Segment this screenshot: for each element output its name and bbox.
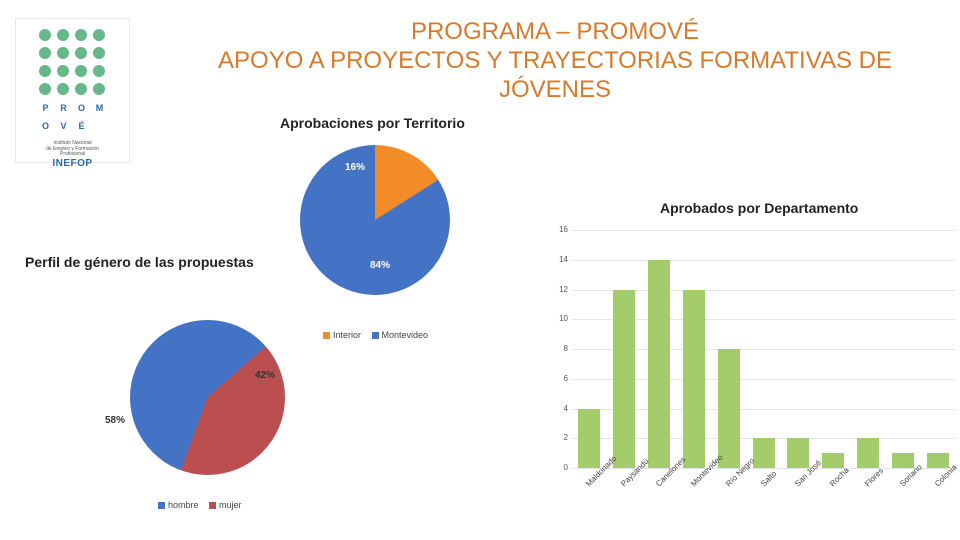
gender-slice-1-label: 58%	[105, 415, 125, 426]
bar	[683, 290, 705, 469]
bar	[753, 438, 775, 468]
bar	[857, 438, 879, 468]
bar-category: Flores	[863, 466, 885, 488]
bar	[613, 290, 635, 469]
bar-category: Salto	[759, 469, 778, 488]
bar	[927, 453, 949, 468]
territory-slice-2-label: 84%	[370, 260, 390, 271]
gender-slice-2-label: 42%	[255, 370, 275, 381]
logo-letters: PROMOVÉ	[39, 101, 107, 133]
logo-subtext: Instituto Nacional de Empleo y Formación…	[46, 141, 99, 169]
territory-pie	[300, 145, 450, 295]
bar	[787, 438, 809, 468]
gender-title: Perfil de género de las propuestas	[25, 254, 254, 270]
logo-brand: INEFOP	[46, 158, 99, 169]
gender-pie	[130, 320, 285, 475]
gender-legend: hombre mujer	[150, 500, 242, 510]
bar	[892, 453, 914, 468]
territory-legend: Interior Montevideo	[315, 330, 428, 340]
bar	[822, 453, 844, 468]
logo-dots	[39, 29, 107, 97]
bar	[718, 349, 740, 468]
bar-title: Aprobados por Departamento	[660, 200, 858, 216]
bar-category: Rocha	[828, 466, 851, 489]
territory-slice-1-label: 16%	[345, 162, 365, 173]
bar-chart: 0246810121416 MaldonadoPaysandúCanelones…	[550, 230, 955, 520]
page-title: PROGRAMA – PROMOVÉ APOYO A PROYECTOS Y T…	[160, 18, 950, 104]
logo: PROMOVÉ Instituto Nacional de Empleo y F…	[15, 18, 130, 163]
territory-title: Aprobaciones por Territorio	[280, 115, 465, 131]
bar	[578, 409, 600, 469]
bar	[648, 260, 670, 468]
